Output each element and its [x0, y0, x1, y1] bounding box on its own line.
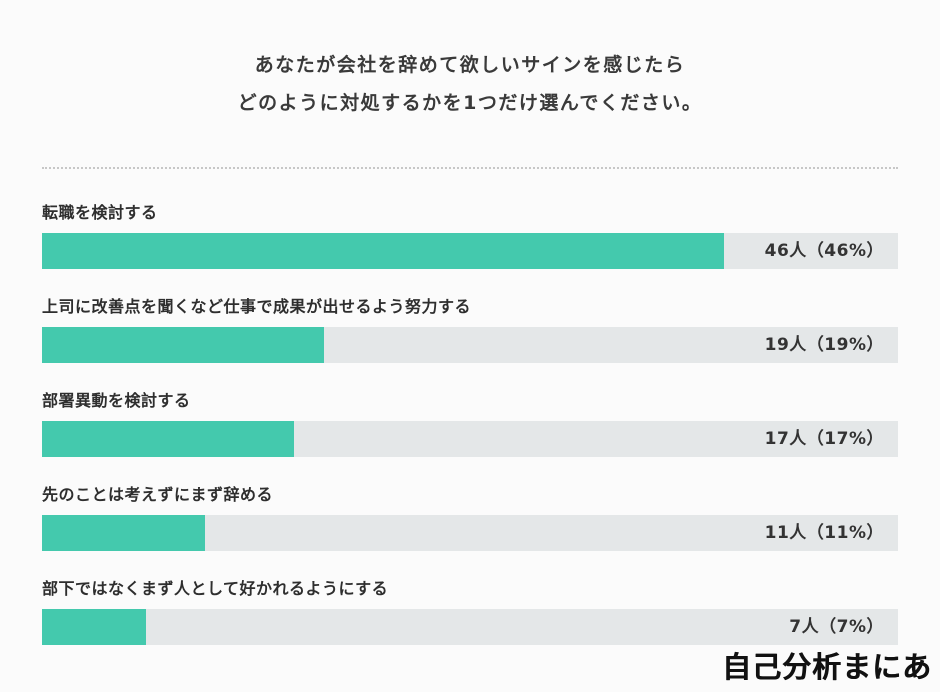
bar-fill: [42, 421, 294, 457]
chart-title: あなたが会社を辞めて欲しいサインを感じたら どのように対処するかを1つだけ選んで…: [42, 0, 898, 122]
bar-value-label: 7人（7%）: [789, 617, 884, 637]
dotted-divider: [42, 167, 898, 169]
bar-track: 11人（11%）: [42, 515, 898, 551]
bar-value-label: 46人（46%）: [764, 241, 884, 261]
bar-value-label: 11人（11%）: [764, 523, 884, 543]
bar-fill: [42, 233, 724, 269]
bar-group: 部署異動を検討する 17人（17%）: [42, 390, 898, 457]
bar-group: 部下ではなくまず人として好かれるようにする 7人（7%）: [42, 578, 898, 645]
chart-rows: 転職を検討する 46人（46%） 上司に改善点を聞くなど仕事で成果が出せるよう努力す…: [42, 202, 898, 645]
bar-category-label: 先のことは考えずにまず辞める: [42, 485, 274, 504]
bar-fill: [42, 327, 324, 363]
bar-group: 先のことは考えずにまず辞める 11人（11%）: [42, 484, 898, 551]
bar-track: 19人（19%）: [42, 327, 898, 363]
bar-category-label: 部下ではなくまず人として好かれるようにする: [42, 579, 389, 598]
bar-value-label: 17人（17%）: [764, 429, 884, 449]
bar-track: 46人（46%）: [42, 233, 898, 269]
bar-category-label: 上司に改善点を聞くなど仕事で成果が出せるよう努力する: [42, 297, 472, 316]
chart-title-line-1: あなたが会社を辞めて欲しいサインを感じたら: [254, 54, 686, 76]
bar-track: 17人（17%）: [42, 421, 898, 457]
bar-fill: [42, 515, 206, 551]
bar-category-label: 部署異動を検討する: [42, 391, 191, 410]
footer: 自己分析まにあ: [722, 644, 932, 686]
bar-value-label: 19人（19%）: [764, 335, 884, 355]
site-logo: 自己分析まにあ: [721, 650, 932, 684]
chart-title-line-2: どのように対処するかを1つだけ選んでください。: [237, 92, 703, 114]
bar-group: 転職を検討する 46人（46%）: [42, 202, 898, 269]
bar-fill: [42, 609, 146, 645]
bar-category-label: 転職を検討する: [42, 203, 158, 222]
bar-group: 上司に改善点を聞くなど仕事で成果が出せるよう努力する 19人（19%）: [42, 296, 898, 363]
bar-track: 7人（7%）: [42, 609, 898, 645]
